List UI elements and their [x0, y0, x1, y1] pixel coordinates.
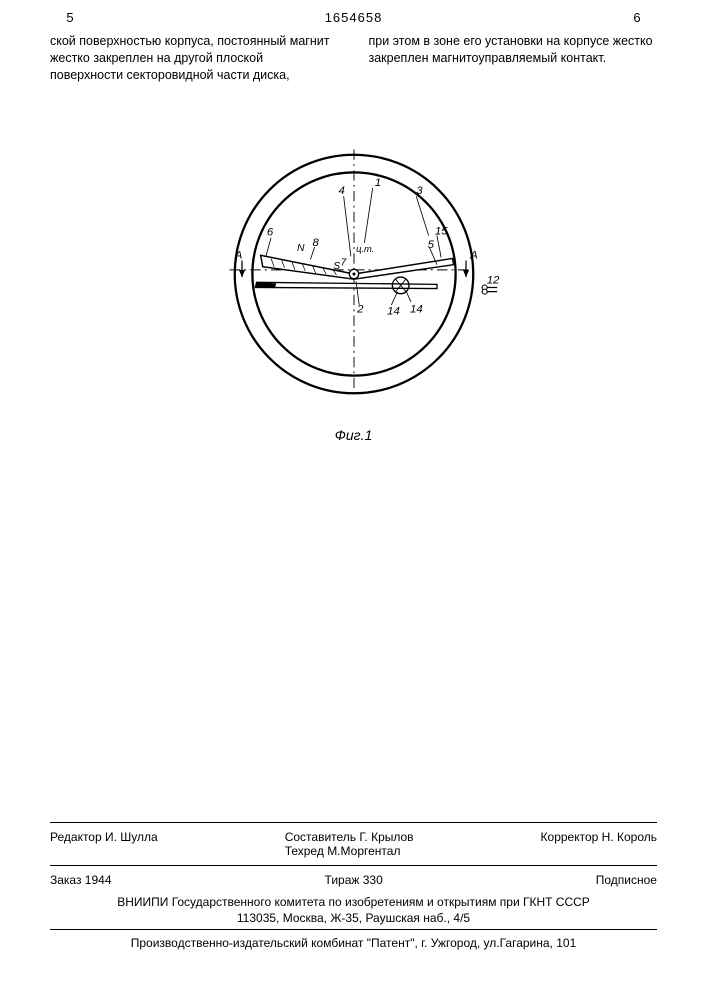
label-3: 3 [416, 185, 423, 197]
label-12: 12 [486, 274, 499, 286]
label-5: 5 [427, 239, 434, 251]
label-A-left: А [233, 249, 242, 261]
label-N: N [296, 243, 304, 254]
org-block: ВНИИПИ Государственного комитета по изоб… [50, 891, 657, 926]
label-A-right: А [469, 249, 478, 261]
corrector: Корректор Н. Король [541, 830, 657, 858]
column-left: ской поверхностью корпуса, постоянный ма… [50, 33, 354, 84]
leader-6 [265, 237, 270, 256]
body-columns: ской поверхностью корпуса, постоянный ма… [0, 25, 707, 84]
label-15: 15 [434, 225, 447, 237]
page-number-right: 6 [627, 10, 647, 25]
order-row: Заказ 1944 Тираж 330 Подписное [50, 869, 657, 891]
label-8: 8 [312, 237, 319, 249]
figure-caption: Фиг.1 [0, 427, 707, 443]
figure-area: 1 2 3 4 5 6 7 8 12 14 14 15 А А S N ц.т.… [0, 134, 707, 443]
label-14b: 14 [410, 303, 423, 315]
label-14a: 14 [387, 305, 400, 317]
label-4: 4 [338, 185, 344, 197]
label-1: 1 [374, 176, 380, 188]
label-2: 2 [356, 303, 364, 315]
section-marker-left [238, 260, 244, 277]
footer-rule-3 [50, 929, 657, 930]
label-S: S [333, 260, 340, 271]
leader-15 [436, 235, 440, 257]
long-pointer [255, 282, 436, 288]
label-cm: ц.т. [356, 244, 374, 254]
leader-14a [391, 291, 397, 304]
label-7: 7 [340, 257, 347, 268]
org-line-1: ВНИИПИ Государственного комитета по изоб… [50, 894, 657, 910]
bottom-line: Производственно-издательский комбинат "П… [50, 933, 657, 950]
podpisnoe: Подписное [596, 873, 657, 887]
document-number: 1654658 [325, 10, 383, 25]
leader-1 [364, 188, 372, 243]
column-right: при этом в зоне его установки на корпусе… [354, 33, 658, 84]
section-marker-right [462, 260, 468, 277]
leader-14b [405, 290, 410, 301]
terminal-symbol [481, 285, 497, 294]
order-number: Заказ 1944 [50, 873, 112, 887]
label-6: 6 [266, 226, 273, 238]
tirazh: Тираж 330 [325, 873, 383, 887]
editor: Редактор И. Шулла [50, 830, 158, 858]
figure-svg: 1 2 3 4 5 6 7 8 12 14 14 15 А А S N ц.т. [194, 134, 514, 414]
footer-block: Редактор И. Шулла Составитель Г. Крылов … [50, 819, 657, 950]
org-line-2: 113035, Москва, Ж-35, Раушская наб., 4/5 [50, 910, 657, 926]
compiler-techred: Составитель Г. Крылов Техред М.Моргентал [285, 830, 414, 858]
footer-rule-1 [50, 822, 657, 823]
right-arm [354, 258, 454, 279]
credits-row: Редактор И. Шулла Составитель Г. Крылов … [50, 826, 657, 862]
footer-rule-2 [50, 865, 657, 866]
leader-4 [343, 196, 350, 256]
header-row: 5 1654658 6 [0, 0, 707, 25]
page-number-left: 5 [60, 10, 80, 25]
